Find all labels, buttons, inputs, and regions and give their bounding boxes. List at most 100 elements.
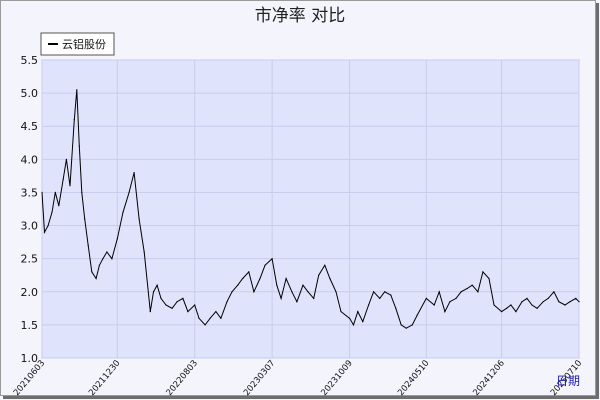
data-point xyxy=(460,291,462,293)
data-point xyxy=(194,304,196,306)
y-axis: 1.0 1.5 2.0 2.5 3.0 3.5 4.0 4.5 5.0 5.5 xyxy=(21,54,39,365)
data-point xyxy=(335,291,337,293)
data-point xyxy=(455,297,457,299)
data-point xyxy=(477,291,479,293)
data-point xyxy=(307,291,309,293)
x-tick-label: 20220803 xyxy=(165,359,200,399)
data-point xyxy=(91,271,93,273)
data-point xyxy=(54,191,56,193)
data-point xyxy=(87,244,89,246)
data-point xyxy=(165,304,167,306)
data-point xyxy=(313,297,315,299)
data-point xyxy=(84,218,86,220)
data-point xyxy=(553,291,555,293)
data-point xyxy=(43,231,46,233)
data-point xyxy=(340,311,342,313)
legend[interactable]: 云铝股份 xyxy=(40,32,115,56)
data-point xyxy=(449,301,451,303)
data-point xyxy=(488,277,490,280)
x-tick-label: 20241206 xyxy=(471,359,506,399)
data-point xyxy=(138,218,140,220)
data-point xyxy=(501,311,503,313)
data-point xyxy=(296,301,298,303)
data-point xyxy=(362,321,364,323)
x-axis: 20210603 20211230 20220803 20230307 20231009… xyxy=(12,359,584,399)
x-tick-label: 20231009 xyxy=(319,359,354,399)
y-tick-label: 3.0 xyxy=(21,220,39,233)
x-axis-label: 日期 xyxy=(556,374,580,388)
data-point xyxy=(69,185,71,187)
data-point xyxy=(285,277,287,280)
data-point xyxy=(510,304,512,306)
data-point xyxy=(248,271,250,273)
x-tick-label: 20211230 xyxy=(87,359,122,399)
data-point xyxy=(352,324,355,326)
data-point xyxy=(318,274,320,276)
y-tick-label: 3.5 xyxy=(21,186,39,199)
data-point xyxy=(271,258,273,260)
data-point xyxy=(373,291,375,293)
data-point xyxy=(416,314,418,316)
data-point xyxy=(466,287,468,290)
data-point xyxy=(302,284,304,286)
data-point xyxy=(411,324,413,326)
data-point xyxy=(149,311,151,313)
data-point xyxy=(357,311,359,313)
data-point xyxy=(471,284,473,286)
data-point xyxy=(506,307,508,309)
data-point xyxy=(95,277,97,280)
y-tick-label: 5.0 xyxy=(21,87,39,100)
data-point xyxy=(390,294,392,296)
y-tick-label: 2.0 xyxy=(21,286,39,299)
data-point xyxy=(152,291,155,293)
data-point xyxy=(536,307,538,309)
data-point xyxy=(276,284,278,286)
legend-box xyxy=(40,32,115,56)
data-point xyxy=(324,264,326,266)
grid-lines xyxy=(41,59,580,359)
data-point xyxy=(253,291,255,293)
data-point xyxy=(547,297,549,299)
data-point xyxy=(47,225,49,227)
data-point xyxy=(160,297,162,299)
data-point xyxy=(78,145,80,147)
data-point xyxy=(264,264,266,266)
data-point xyxy=(76,89,78,91)
data-point xyxy=(564,304,566,306)
data-point xyxy=(482,271,484,273)
data-point xyxy=(198,317,200,319)
x-tick-label: 20240510 xyxy=(396,359,431,399)
data-point xyxy=(73,119,75,121)
data-point xyxy=(400,324,402,326)
data-point xyxy=(395,307,397,309)
data-point xyxy=(215,311,217,313)
legend-label: 云铝股份 xyxy=(62,37,106,51)
y-tick-label: 4.0 xyxy=(21,153,39,166)
data-point xyxy=(379,297,381,299)
data-point xyxy=(171,307,173,309)
data-point xyxy=(280,297,282,299)
data-point xyxy=(438,291,440,293)
data-point xyxy=(111,258,113,260)
data-point xyxy=(259,277,261,280)
data-point xyxy=(209,317,211,319)
series-points xyxy=(41,89,580,329)
data-point xyxy=(521,301,523,303)
data-point xyxy=(81,191,83,193)
data-point xyxy=(542,301,544,303)
data-point xyxy=(231,291,233,293)
data-point xyxy=(329,277,331,280)
data-point xyxy=(569,301,571,303)
data-point xyxy=(62,178,64,180)
data-point xyxy=(58,205,60,207)
data-point xyxy=(102,258,104,260)
y-tick-label: 4.5 xyxy=(21,120,39,133)
data-point xyxy=(122,211,124,213)
y-tick-label: 1.0 xyxy=(21,352,39,365)
data-point xyxy=(526,297,528,299)
y-tick-label: 5.5 xyxy=(21,54,39,67)
data-point xyxy=(291,291,293,293)
data-point xyxy=(176,301,178,303)
data-point xyxy=(444,311,446,313)
